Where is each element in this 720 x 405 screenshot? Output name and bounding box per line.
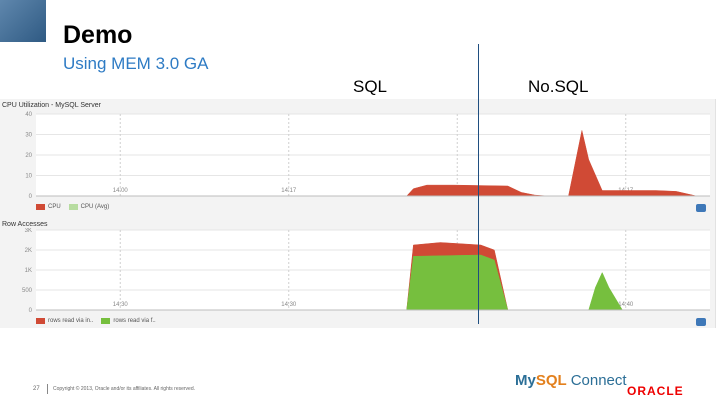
rows-panel-menu-button[interactable] <box>696 318 706 326</box>
x-tick-label: 14:00 <box>113 188 129 194</box>
y-tick-label: 40 <box>25 112 32 118</box>
mysql-connect-logo: My SQL Connect <box>515 372 627 390</box>
x-tick-label: 14:17 <box>281 188 297 194</box>
copyright-text: Copyright © 2013, Oracle and/or its affi… <box>53 386 195 392</box>
y-tick-label: 500 <box>22 288 33 294</box>
page-number: 27 <box>33 386 40 392</box>
y-tick-label: 20 <box>25 153 32 159</box>
legend-item-rows-index[interactable]: rows read via in.. <box>36 318 93 324</box>
y-tick-label: 3K <box>25 228 32 234</box>
sql-column-label: SQL <box>353 77 388 96</box>
legend-item-rows-full[interactable]: rows read via f.. <box>101 318 156 324</box>
y-tick-label: 0 <box>29 194 33 200</box>
slide-subtitle: Using MEM 3.0 GA <box>63 54 209 73</box>
cpu-panel-menu-button[interactable] <box>696 204 706 212</box>
legend-swatch-cpu-avg <box>68 204 78 210</box>
legend-item-cpu[interactable]: CPU <box>36 204 61 210</box>
y-tick-label: 0 <box>29 308 33 314</box>
legend-label-cpu-avg: CPU (Avg) <box>80 204 110 210</box>
y-tick-label: 30 <box>25 133 32 139</box>
legend-swatch-rows-index <box>36 318 45 324</box>
legend-label-cpu: CPU <box>48 204 61 210</box>
nosql-column-label: No.SQL <box>528 77 589 96</box>
legend-item-cpu-avg[interactable]: CPU (Avg) <box>68 204 110 210</box>
oracle-logo: ORACLE <box>627 384 684 398</box>
logo-my: My <box>515 372 536 389</box>
rows-legend: rows read via in.. rows read via f.. <box>36 316 156 326</box>
rows-panel-title: Row Accesses <box>2 221 48 228</box>
y-tick-label: 1K <box>25 268 32 274</box>
legend-label-rows-index: rows read via in.. <box>48 318 94 324</box>
column-divider <box>478 44 479 324</box>
y-tick-label: 2K <box>25 248 32 254</box>
y-tick-label: 10 <box>25 174 32 180</box>
footer-separator <box>47 384 48 394</box>
logo-connect: Connect <box>570 372 627 389</box>
cpu-legend: CPU CPU (Avg) <box>36 202 109 212</box>
slide-title: Demo <box>63 21 133 49</box>
cpu-panel-title: CPU Utilization - MySQL Server <box>2 102 101 109</box>
legend-swatch-cpu <box>36 204 45 210</box>
corner-decoration <box>0 0 46 42</box>
legend-swatch-rows-full <box>101 318 111 324</box>
x-tick-label: 14:40 <box>618 302 634 308</box>
legend-label-rows-full: rows read via f.. <box>113 318 156 324</box>
x-tick-label: 14:30 <box>113 302 129 308</box>
logo-sql: SQL <box>535 372 567 389</box>
x-tick-label: 14:30 <box>281 302 297 308</box>
